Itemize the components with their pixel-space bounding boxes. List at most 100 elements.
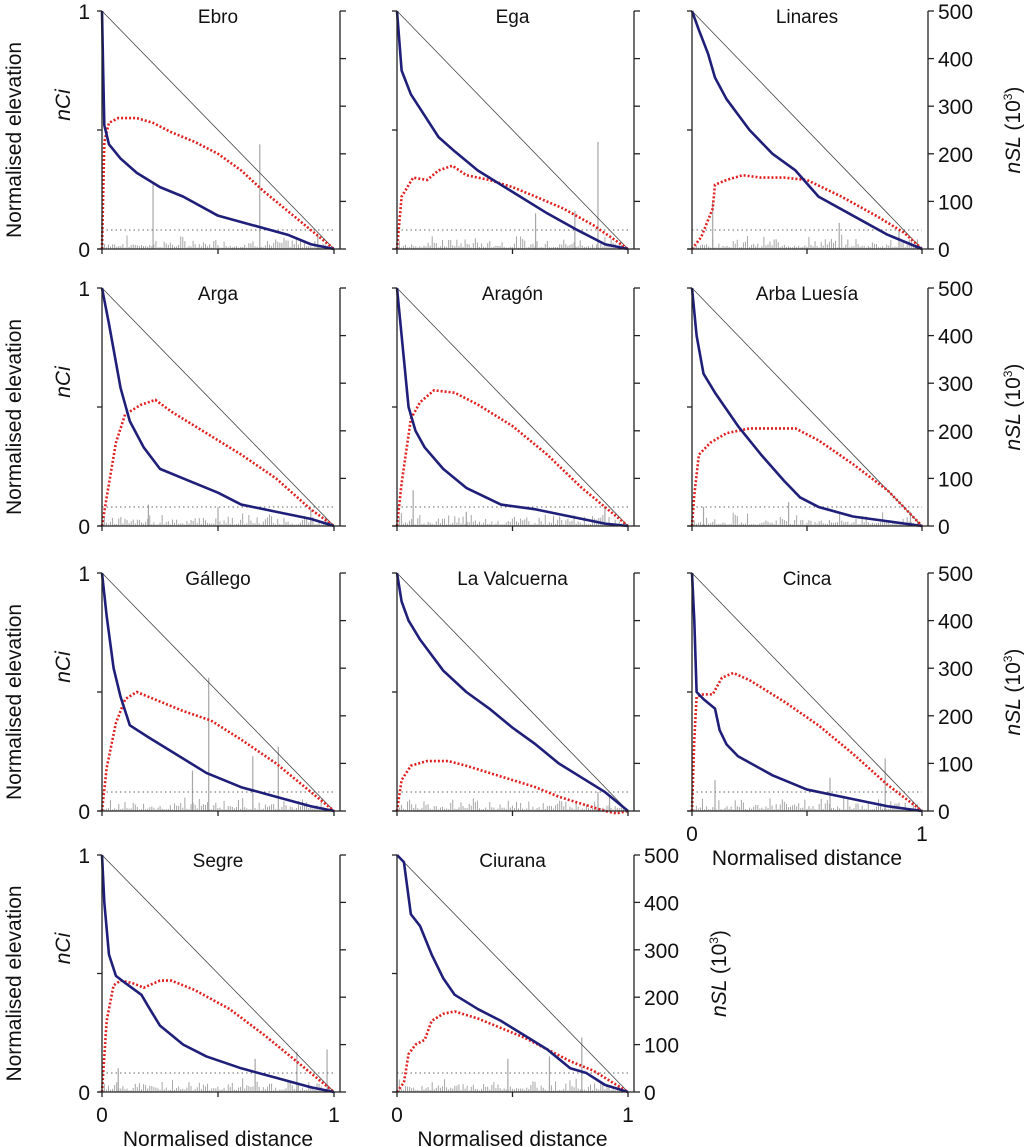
right-tick-label: 200 bbox=[644, 987, 679, 1010]
reference-line bbox=[396, 287, 629, 527]
right-tick-label: 400 bbox=[938, 611, 973, 634]
y-axis-label-nci: nCi bbox=[52, 365, 75, 398]
panel-ebro: Ebro 1 0 Normalised elevation nCi bbox=[3, 1, 346, 262]
panel-arba-luesía: Arba Luesía 0 100 200 300 400 500 nSL (103) bbox=[687, 278, 1024, 539]
nsl-bars bbox=[103, 144, 330, 249]
right-tick-label: 0 bbox=[938, 516, 950, 539]
right-tick-label: 0 bbox=[938, 239, 950, 262]
panel-linares: Linares 0 100 200 300 400 500 nSL (103) bbox=[687, 1, 1024, 262]
x-tick-label: 1 bbox=[916, 823, 928, 846]
panel-gállego: Gállego 1 0 Normalised elevation nCi bbox=[3, 563, 346, 824]
panel-aragón: Aragón bbox=[392, 284, 640, 531]
left-tick-label: 1 bbox=[78, 845, 90, 868]
y-axis-label: Normalised elevation bbox=[3, 42, 26, 238]
panel-title: Segre bbox=[193, 851, 244, 872]
reference-line bbox=[396, 10, 629, 250]
reference-line bbox=[396, 854, 629, 1093]
y-axis-label-nci: nCi bbox=[52, 88, 75, 121]
x-tick-label: 0 bbox=[96, 1104, 108, 1127]
y-axis-label-nci: nCi bbox=[52, 650, 75, 683]
right-tick-label: 300 bbox=[938, 96, 973, 119]
right-tick-label: 500 bbox=[938, 278, 973, 301]
right-tick-label: 500 bbox=[644, 845, 679, 868]
left-tick-label: 0 bbox=[78, 239, 90, 262]
nsl-bars bbox=[693, 758, 918, 811]
x-axis-label: Normalised distance bbox=[712, 847, 902, 870]
nsl-bars bbox=[103, 1049, 330, 1092]
x-tick-label: 0 bbox=[391, 1104, 403, 1127]
right-tick-label: 400 bbox=[938, 326, 973, 349]
left-tick-label: 0 bbox=[78, 516, 90, 539]
panel-title: Ega bbox=[496, 7, 530, 28]
profile-curve bbox=[100, 287, 335, 528]
profile-curve bbox=[395, 10, 629, 251]
nsl-bars bbox=[693, 502, 918, 526]
panel-title: Cinca bbox=[783, 569, 832, 590]
left-tick-label: 1 bbox=[78, 278, 90, 301]
right-tick-label: 100 bbox=[938, 191, 973, 214]
left-tick-label: 1 bbox=[78, 1, 90, 24]
right-tick-label: 400 bbox=[644, 892, 679, 915]
y-axis-label: Normalised elevation bbox=[3, 885, 26, 1081]
nsl-bars bbox=[103, 504, 330, 526]
panel-title: Gállego bbox=[185, 569, 251, 590]
nci-curve bbox=[395, 388, 629, 528]
right-tick-label: 300 bbox=[938, 373, 973, 396]
profile-curve bbox=[100, 572, 335, 813]
left-tick-label: 0 bbox=[78, 801, 90, 824]
left-tick-label: 0 bbox=[78, 1082, 90, 1105]
panel-title: Linares bbox=[776, 7, 838, 28]
x-axis-label: Normalised distance bbox=[123, 1128, 313, 1147]
panel-title: Ciurana bbox=[479, 851, 546, 872]
right-tick-label: 100 bbox=[644, 1035, 679, 1058]
nci-curve bbox=[395, 1010, 629, 1094]
reference-line bbox=[396, 572, 629, 812]
panel-title: Arba Luesía bbox=[756, 284, 859, 305]
left-tick-label: 1 bbox=[78, 563, 90, 586]
reference-line bbox=[101, 10, 335, 250]
reference-line bbox=[101, 572, 335, 812]
reference-line bbox=[691, 287, 923, 527]
nsl-bars bbox=[693, 201, 918, 249]
profile-curve bbox=[690, 572, 923, 813]
panel-segre: Segre 1 0 Normalised elevation nCi 0 1 Normalis… bbox=[3, 845, 346, 1147]
right-axis-label: nSL (103) bbox=[1001, 649, 1024, 736]
x-tick-label: 1 bbox=[328, 1104, 340, 1127]
y-axis-label: Normalised elevation bbox=[3, 319, 26, 515]
x-tick-label: 0 bbox=[686, 823, 698, 846]
profile-curve bbox=[395, 287, 629, 528]
nci-curve bbox=[690, 173, 923, 250]
y-axis-label-nci: nCi bbox=[52, 931, 75, 964]
x-axis-label: Normalised distance bbox=[417, 1128, 607, 1147]
x-tick-label: 1 bbox=[622, 1104, 634, 1127]
nci-curve bbox=[100, 398, 335, 528]
nci-curve bbox=[100, 116, 335, 251]
right-tick-label: 200 bbox=[938, 706, 973, 729]
panel-title: Ebro bbox=[198, 7, 238, 28]
panel-title: La Valcuerna bbox=[457, 569, 568, 590]
right-tick-label: 100 bbox=[938, 468, 973, 491]
nsl-bars bbox=[103, 677, 330, 811]
reference-line bbox=[691, 10, 923, 250]
nci-curve bbox=[395, 164, 629, 251]
profile-curve bbox=[100, 854, 335, 1094]
panel-title: Arga bbox=[198, 284, 239, 305]
right-tick-label: 100 bbox=[938, 753, 973, 776]
panel-ega: Ega bbox=[392, 7, 640, 254]
right-tick-label: 500 bbox=[938, 563, 973, 586]
reference-line bbox=[691, 572, 923, 812]
panel-la-valcuerna: La Valcuerna bbox=[392, 569, 640, 816]
nci-curve bbox=[100, 690, 335, 813]
y-axis-label: Normalised elevation bbox=[3, 604, 26, 800]
profile-curve bbox=[396, 854, 629, 1094]
nsl-bars bbox=[398, 791, 624, 811]
panel-title: Aragón bbox=[482, 284, 543, 305]
profile-curve bbox=[690, 287, 923, 528]
right-tick-label: 300 bbox=[938, 658, 973, 681]
right-tick-label: 200 bbox=[938, 421, 973, 444]
nci-curve bbox=[100, 979, 335, 1094]
right-tick-label: 300 bbox=[644, 940, 679, 963]
